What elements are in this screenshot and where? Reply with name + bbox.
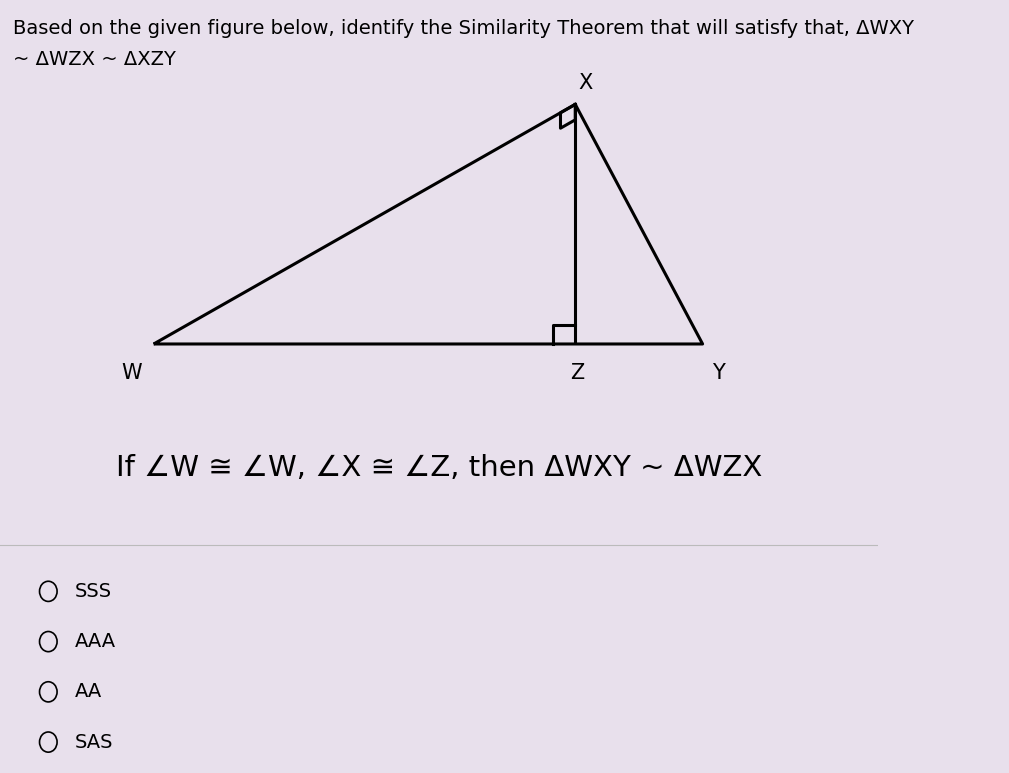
Text: AAA: AAA — [75, 632, 116, 651]
Text: SSS: SSS — [75, 582, 112, 601]
Text: Based on the given figure below, identify the Similarity Theorem that will satis: Based on the given figure below, identif… — [13, 19, 914, 39]
Text: If ∠W ≅ ∠W, ∠X ≅ ∠Z, then ΔWXY ~ ΔWZX: If ∠W ≅ ∠W, ∠X ≅ ∠Z, then ΔWXY ~ ΔWZX — [116, 454, 763, 482]
Text: AA: AA — [75, 683, 102, 701]
Text: Y: Y — [712, 363, 724, 383]
Text: ~ ΔWZX ~ ΔXZY: ~ ΔWZX ~ ΔXZY — [13, 50, 176, 70]
Text: SAS: SAS — [75, 733, 113, 751]
Text: W: W — [121, 363, 142, 383]
Text: Z: Z — [570, 363, 584, 383]
Text: X: X — [579, 73, 593, 93]
